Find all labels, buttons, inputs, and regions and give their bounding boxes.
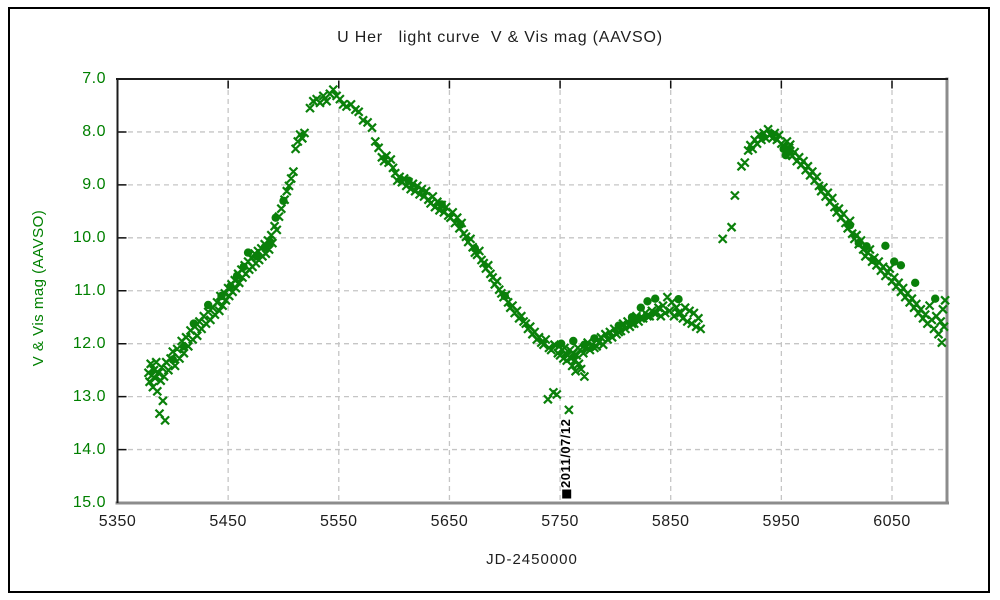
y-tick-label: 7.0 [82,70,106,87]
y-tick-label: 11.0 [74,281,106,299]
image-border [8,7,990,593]
circle-marker [252,252,262,261]
circle-marker [890,257,899,266]
date-annotation: 2011/07/12 [558,418,573,488]
circle-marker [279,196,288,205]
x-tick-label: 5950 [762,513,801,530]
circle-marker [580,340,589,349]
circle-marker [784,146,794,156]
circle-marker [627,313,637,322]
x-tick-label: 5350 [98,513,137,530]
circle-marker [271,213,280,222]
circle-marker [931,294,940,303]
circle-marker [500,291,509,301]
circle-marker [674,295,683,304]
circle-marker [854,238,863,248]
circle-marker [614,321,623,330]
circle-marker [404,176,413,185]
circle-marker [896,261,906,270]
y-axis-title: V & Vis mag (AAVSO) [30,209,47,367]
circle-marker [456,220,465,229]
circle-marker [636,303,645,312]
circle-marker [651,294,660,303]
circle-marker [881,241,890,250]
circle-marker [179,342,189,351]
circle-marker [232,271,242,281]
circle-marker [869,255,878,265]
circle-marker [862,242,871,251]
y-tick-label: 10.0 [72,228,106,246]
circle-marker [590,334,599,343]
circle-marker [569,336,578,346]
circle-marker [260,243,269,252]
y-tick-label: 9.0 [82,175,106,193]
circle-marker [168,355,177,364]
circle-marker [239,262,248,272]
circle-marker [643,297,652,306]
x-tick-label: 5850 [651,513,690,530]
y-tick-label: 8.0 [82,122,106,140]
x-tick-label: 5650 [430,513,469,530]
x-tick-label: 5550 [319,513,358,530]
y-tick-label: 13.0 [72,387,106,405]
y-tick-label: 15.0 [72,493,106,511]
circle-marker [266,237,275,247]
circle-marker [189,319,198,328]
y-tick-label: 14.0 [72,440,106,458]
circle-marker [217,291,226,301]
chart-title: U Her light curve V & Vis mag (AAVSO) [337,29,663,46]
circle-marker [204,300,213,310]
circle-marker [437,200,446,209]
date-square-marker [562,489,572,499]
circle-marker [470,244,480,253]
circle-marker [243,248,253,257]
y-tick-label: 12.0 [72,334,106,352]
x-tick-label: 6050 [873,513,911,530]
circle-marker [557,339,566,348]
circle-marker [845,220,855,230]
circle-marker [226,282,235,291]
circle-marker [911,278,920,287]
x-axis-title: JD-2450000 [486,551,578,568]
x-tick-label: 5450 [209,513,247,530]
cross-markers [143,84,950,426]
x-tick-label: 5750 [541,513,579,530]
